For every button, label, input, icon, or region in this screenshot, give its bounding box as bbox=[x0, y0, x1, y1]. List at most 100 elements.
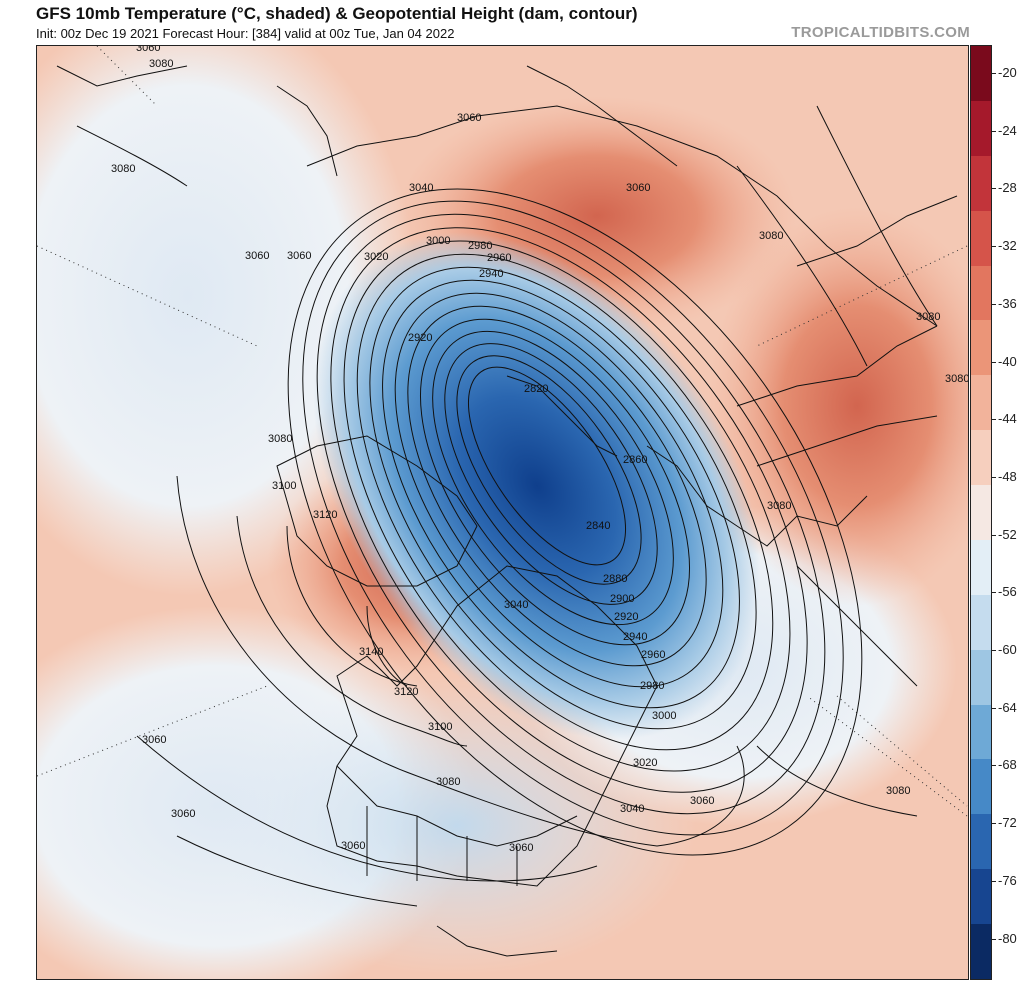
colorbar-tick bbox=[992, 592, 996, 594]
colorbar-segment bbox=[971, 46, 991, 102]
contour-label: 3060 bbox=[457, 112, 481, 124]
colorbar-tick-label: -68 bbox=[998, 757, 1017, 773]
contour-label: 2980 bbox=[640, 680, 664, 692]
contour-label: 2820 bbox=[524, 383, 548, 395]
colorbar-tick bbox=[992, 188, 996, 190]
contour-label: 3080 bbox=[436, 776, 460, 788]
colorbar-tick bbox=[992, 938, 996, 940]
colorbar-segment bbox=[971, 155, 991, 212]
warm-region-asia bbox=[707, 206, 968, 606]
colorbar-segment bbox=[971, 594, 991, 651]
contour-label: 3060 bbox=[690, 795, 714, 807]
contour-labels: 3080 3080 3060 3060 3040 3020 3000 2980 … bbox=[111, 46, 969, 854]
colorbar-tick bbox=[992, 707, 996, 709]
contour-label: 2940 bbox=[623, 631, 647, 643]
colorbar-segment bbox=[971, 485, 991, 541]
contour-label: 3040 bbox=[409, 182, 433, 194]
colorbar-segment bbox=[971, 430, 991, 486]
colorbar-segment bbox=[971, 924, 991, 980]
contour-label: 3060 bbox=[136, 46, 160, 54]
colorbar-segment bbox=[971, 814, 991, 870]
contour-label: 3060 bbox=[171, 808, 195, 820]
contour-label: 3080 bbox=[945, 373, 969, 385]
contour-label: 3080 bbox=[149, 58, 173, 70]
contour-label: 3100 bbox=[428, 721, 452, 733]
height-contours bbox=[76, 105, 938, 907]
colorbar-tick-label: -52 bbox=[998, 526, 1017, 542]
colorbar-segment bbox=[971, 649, 991, 706]
contour-label: 2900 bbox=[610, 593, 634, 605]
contour-label: 2920 bbox=[408, 332, 432, 344]
colorbar-tick-label: -40 bbox=[998, 353, 1017, 369]
colorbar-tick-label: -48 bbox=[998, 468, 1017, 484]
contour-label: 2960 bbox=[641, 649, 665, 661]
contour-label: 2940 bbox=[479, 268, 503, 280]
contour-label: 3060 bbox=[245, 250, 269, 262]
colorbar-tick-label: -56 bbox=[998, 584, 1017, 600]
contour-label: 3080 bbox=[759, 230, 783, 242]
colorbar-segment bbox=[971, 704, 991, 760]
contour-label: 3020 bbox=[633, 757, 657, 769]
colorbar-tick-label: -76 bbox=[998, 872, 1017, 888]
contour-label: 3060 bbox=[626, 182, 650, 194]
contour-label: 3060 bbox=[341, 840, 365, 852]
colorbar-segment bbox=[971, 759, 991, 815]
map-title: GFS 10mb Temperature (°C, shaded) & Geop… bbox=[36, 4, 638, 23]
contour-label: 3100 bbox=[272, 480, 296, 492]
colorbar-tick bbox=[992, 130, 996, 132]
colorbar-segment bbox=[971, 320, 991, 376]
colorbar-tick bbox=[992, 246, 996, 248]
polar-vortex-cold-core bbox=[313, 232, 761, 740]
colorbar-tick bbox=[992, 534, 996, 536]
brand-watermark[interactable]: TROPICALTIDBITS.COM bbox=[791, 24, 970, 41]
contour-label: 2920 bbox=[614, 611, 638, 623]
colorbar-tick bbox=[992, 303, 996, 305]
colorbar-tick-label: -64 bbox=[998, 699, 1017, 715]
contour-label: 2840 bbox=[586, 520, 610, 532]
colorbar-tick bbox=[992, 476, 996, 478]
contour-label: 3040 bbox=[504, 599, 528, 611]
colorbar-tick bbox=[992, 650, 996, 651]
colorbar-tick-label: -32 bbox=[998, 238, 1017, 254]
polar-map: 3080 3080 3060 3060 3040 3020 3000 2980 … bbox=[36, 45, 969, 980]
colorbar-segment bbox=[971, 265, 991, 321]
colorbar-tick bbox=[992, 823, 996, 825]
colorbar-segment bbox=[971, 375, 991, 431]
colorbar-tick bbox=[992, 419, 996, 421]
contour-label: 3080 bbox=[111, 163, 135, 175]
contour-label: 3060 bbox=[142, 734, 166, 746]
graticule-lines bbox=[37, 46, 968, 817]
colorbar-tick-label: -36 bbox=[998, 295, 1017, 311]
contour-label: 3080 bbox=[886, 785, 910, 797]
colorbar-segment bbox=[971, 869, 991, 925]
contour-label: 2980 bbox=[468, 240, 492, 252]
colorbar-segment bbox=[971, 210, 991, 267]
contour-label: 3020 bbox=[364, 251, 388, 263]
colorbar-tick bbox=[992, 880, 996, 882]
colorbar-tick-label: -60 bbox=[998, 642, 1017, 657]
colorbar-tick bbox=[992, 361, 996, 363]
contour-label: 3080 bbox=[916, 311, 940, 323]
colorbar-tick-label: -20 bbox=[998, 65, 1017, 80]
contour-label: 2960 bbox=[487, 252, 511, 264]
colorbar-tick-label: -24 bbox=[998, 122, 1017, 138]
contour-label: 3140 bbox=[359, 646, 383, 658]
contour-label: 2860 bbox=[623, 454, 647, 466]
map-subtitle: Init: 00z Dec 19 2021 Forecast Hour: [38… bbox=[36, 26, 455, 41]
map-canvas: 3080 3080 3060 3060 3040 3020 3000 2980 … bbox=[37, 46, 969, 979]
contour-label: 3060 bbox=[287, 250, 311, 262]
contour-label: 3120 bbox=[394, 686, 418, 698]
colorbar-tick-label: -72 bbox=[998, 815, 1017, 831]
colorbar-tick-label: -80 bbox=[998, 930, 1017, 946]
contour-label: 3080 bbox=[268, 433, 292, 445]
contour-label: 3060 bbox=[509, 842, 533, 854]
contour-label: 3000 bbox=[652, 710, 676, 722]
contour-label: 3040 bbox=[620, 803, 644, 815]
contour-label: 3000 bbox=[426, 235, 450, 247]
contour-label: 2880 bbox=[603, 573, 627, 585]
contour-label: 3080 bbox=[767, 500, 791, 512]
contour-label: 3120 bbox=[313, 509, 337, 521]
colorbar-segment bbox=[971, 539, 991, 596]
colorbar-segment bbox=[971, 100, 991, 157]
temperature-colorbar bbox=[970, 45, 992, 980]
